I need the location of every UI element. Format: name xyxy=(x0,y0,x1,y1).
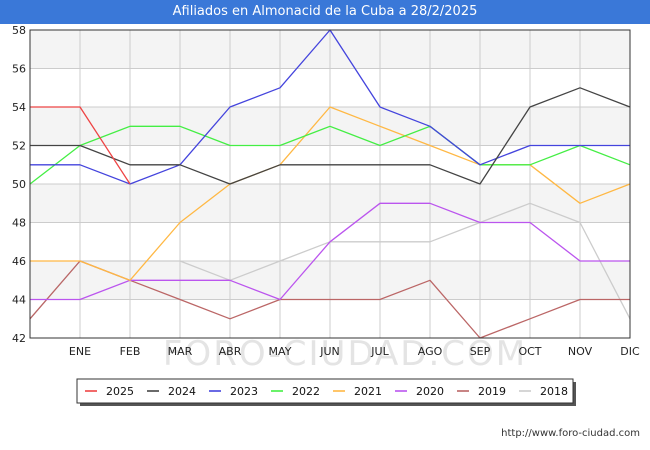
x-tick-label: JUN xyxy=(319,345,340,358)
legend: 2025 2024 2023 2022 2021 2020 2019 2018 xyxy=(76,378,576,406)
y-tick-label: 50 xyxy=(12,178,26,191)
chart-title: Afiliados en Almonacid de la Cuba a 28/2… xyxy=(0,0,650,24)
x-tick-label: ABR xyxy=(219,345,242,358)
x-tick-label: FEB xyxy=(120,345,141,358)
x-tick-label: MAY xyxy=(269,345,292,358)
y-tick-label: 46 xyxy=(12,255,26,268)
legend-label-2018: 2018 xyxy=(540,385,568,398)
x-tick-label: MAR xyxy=(168,345,193,358)
legend-label-2020: 2020 xyxy=(416,385,444,398)
legend-label-2024: 2024 xyxy=(168,385,196,398)
legend-label-2019: 2019 xyxy=(478,385,506,398)
x-tick-label: JUL xyxy=(370,345,389,358)
legend-label-2023: 2023 xyxy=(230,385,258,398)
x-tick-label: NOV xyxy=(568,345,593,358)
legend-label-2025: 2025 xyxy=(106,385,134,398)
legend-label-2021: 2021 xyxy=(354,385,382,398)
footer-url[interactable]: http://www.foro-ciudad.com xyxy=(501,428,640,439)
watermark: FORO-CIUDAD.COM xyxy=(163,334,527,374)
x-tick-label: DIC xyxy=(620,345,640,358)
series-line-2025 xyxy=(30,106,131,185)
y-tick-label: 58 xyxy=(12,24,26,37)
series-lines xyxy=(29,29,631,339)
series-line-2022 xyxy=(29,125,631,185)
series-line-2024 xyxy=(30,87,631,185)
x-axis-ticks: ENE FEB MAR ABR MAY JUN JUL AGO SEP OCT NOV DIC xyxy=(69,345,640,358)
y-tick-label: 56 xyxy=(12,63,26,76)
x-tick-label: ENE xyxy=(69,345,91,358)
legend-label-2022: 2022 xyxy=(292,385,320,398)
y-tick-label: 48 xyxy=(12,217,26,230)
plot-frame xyxy=(29,29,631,339)
y-tick-label: 42 xyxy=(12,332,26,345)
y-tick-label: 44 xyxy=(12,294,26,307)
y-tick-label: 52 xyxy=(12,140,26,153)
y-tick-label: 54 xyxy=(12,101,26,114)
x-tick-label: SEP xyxy=(470,345,491,358)
x-tick-label: AGO xyxy=(418,345,443,358)
y-axis-ticks: 42 44 46 48 50 52 54 56 58 xyxy=(12,24,26,345)
x-tick-label: OCT xyxy=(518,345,541,358)
legend-box xyxy=(76,378,574,404)
